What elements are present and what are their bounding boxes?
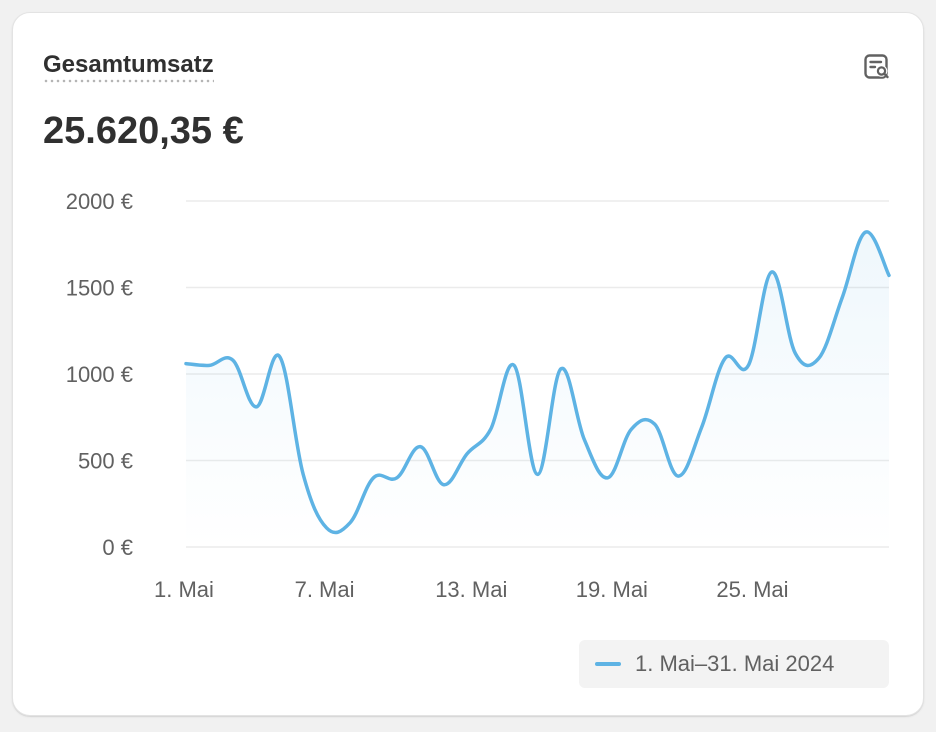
x-tick-label: 19. Mai [576, 577, 648, 602]
total-sales-value: 25.620,35 € [43, 110, 244, 152]
series-area [186, 231, 889, 547]
y-tick-label: 0 € [102, 535, 133, 560]
view-report-button[interactable] [857, 47, 897, 87]
series-line [184, 230, 891, 535]
y-tick-label: 1500 € [66, 276, 133, 301]
card-title[interactable]: Gesamtumsatz [43, 51, 214, 83]
x-tick-label: 1. Mai [154, 577, 214, 602]
x-tick-label: 25. Mai [716, 577, 788, 602]
chart-legend[interactable]: 1. Mai–31. Mai 2024 [579, 640, 889, 688]
x-tick-label: 7. Mai [295, 577, 355, 602]
sales-line-chart: 0 € 500 € 1000 € 1500 € 2000 € 1. Mai 7. Mai 13… [66, 189, 891, 602]
y-tick-label: 2000 € [66, 189, 133, 214]
legend-line-swatch [595, 662, 621, 666]
legend-label: 1. Mai–31. Mai 2024 [635, 651, 835, 676]
y-tick-label: 1000 € [66, 362, 133, 387]
total-sales-card: Gesamtumsatz 25.620,35 € 0 € 500 € 1000 € 1… [12, 12, 924, 716]
y-tick-label: 500 € [78, 449, 133, 474]
report-search-icon [864, 54, 889, 79]
x-tick-label: 13. Mai [435, 577, 507, 602]
